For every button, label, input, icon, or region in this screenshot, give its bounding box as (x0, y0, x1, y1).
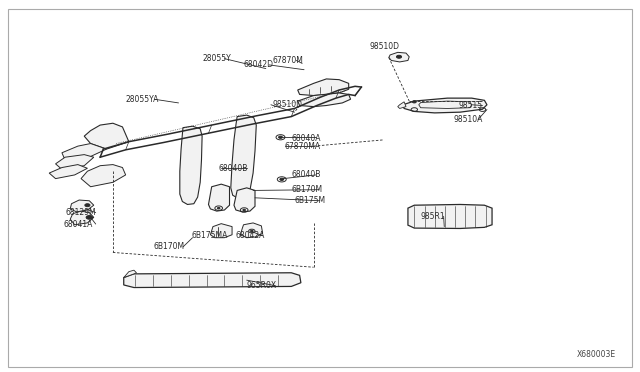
Text: 68040B: 68040B (291, 170, 321, 179)
Text: 68040B: 68040B (218, 164, 248, 173)
Circle shape (218, 208, 220, 209)
Polygon shape (180, 126, 202, 205)
Polygon shape (211, 224, 232, 238)
Text: X680003E: X680003E (577, 350, 616, 359)
Polygon shape (62, 144, 106, 160)
Text: 98510A: 98510A (454, 115, 483, 124)
Text: 985R1: 985R1 (420, 212, 445, 221)
Text: 68040A: 68040A (291, 134, 321, 143)
Polygon shape (84, 123, 129, 149)
Polygon shape (408, 205, 492, 228)
Text: 98515: 98515 (459, 101, 483, 110)
Polygon shape (49, 164, 88, 179)
Circle shape (278, 136, 282, 138)
Text: 6B175M: 6B175M (294, 196, 326, 205)
Polygon shape (209, 184, 230, 211)
Polygon shape (56, 155, 94, 169)
Polygon shape (241, 223, 262, 238)
Circle shape (86, 215, 93, 219)
Polygon shape (397, 102, 406, 109)
Text: 67870MA: 67870MA (285, 142, 321, 151)
Polygon shape (231, 115, 256, 199)
Text: 98510D: 98510D (370, 42, 400, 51)
Text: 68041A: 68041A (64, 219, 93, 228)
Text: 6B175MA: 6B175MA (191, 231, 228, 240)
Text: 28055YA: 28055YA (125, 95, 159, 104)
Text: 68129M: 68129M (65, 208, 96, 217)
Polygon shape (234, 188, 255, 212)
Text: 98510D: 98510D (272, 100, 302, 109)
Circle shape (85, 204, 90, 207)
Text: 67870M: 67870M (272, 56, 303, 65)
Text: 6B170M: 6B170M (153, 243, 184, 251)
Polygon shape (298, 79, 349, 96)
Circle shape (412, 101, 416, 103)
Circle shape (396, 55, 401, 58)
Text: 965R0X: 965R0X (246, 281, 277, 290)
Text: 68042D: 68042D (244, 60, 273, 70)
Polygon shape (81, 164, 125, 187)
Text: 28055Y: 28055Y (202, 54, 231, 63)
Polygon shape (124, 270, 136, 278)
Polygon shape (298, 93, 351, 107)
Circle shape (280, 178, 284, 180)
Polygon shape (389, 52, 409, 62)
Polygon shape (70, 211, 94, 225)
Polygon shape (70, 200, 94, 212)
Text: 68042A: 68042A (236, 231, 265, 240)
Polygon shape (403, 98, 487, 113)
Text: 6B170M: 6B170M (291, 185, 323, 194)
Polygon shape (124, 273, 301, 288)
Circle shape (243, 209, 246, 211)
Circle shape (250, 230, 253, 232)
